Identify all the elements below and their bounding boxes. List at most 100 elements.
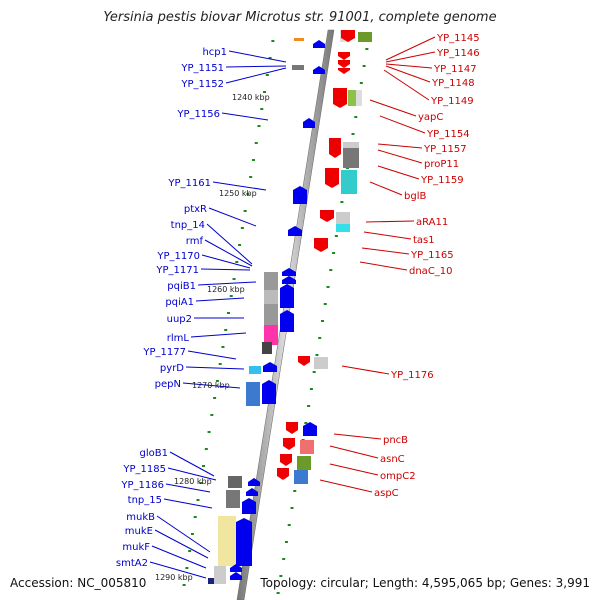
forward-gene-arrow xyxy=(246,488,258,496)
forward-gene-arrow xyxy=(230,572,242,580)
tick-mark xyxy=(188,550,192,552)
gene-label-tnp14[interactable]: tnp_14 xyxy=(171,220,205,231)
tick-mark xyxy=(238,244,242,246)
tick-mark xyxy=(251,159,255,161)
gene-label-pqib1[interactable]: pqiB1 xyxy=(167,281,196,292)
gene-label-yp1177[interactable]: YP_1177 xyxy=(142,347,186,358)
forward-gene-arrow xyxy=(242,498,256,514)
gene-label-pepn[interactable]: pepN xyxy=(155,379,181,390)
reverse-gene-arrow xyxy=(338,68,350,74)
scale-label-1270: 1270 kbp xyxy=(192,381,230,390)
gene-category-box xyxy=(343,142,359,168)
gene-category-box xyxy=(297,456,311,470)
tick-mark xyxy=(304,422,308,424)
gene-category-box xyxy=(343,142,359,148)
label-leader-left xyxy=(163,498,213,509)
label-leader-right xyxy=(319,479,373,493)
tick-mark xyxy=(354,116,358,118)
gene-label-pqia1[interactable]: pqiA1 xyxy=(165,297,194,308)
forward-gene-arrow xyxy=(230,564,242,572)
tick-mark xyxy=(207,431,211,433)
gene-label-yp1145[interactable]: YP_1145 xyxy=(436,33,480,44)
gene-label-yp1148[interactable]: YP_1148 xyxy=(431,78,475,89)
forward-gene-arrow xyxy=(313,40,325,48)
label-leader-left xyxy=(149,561,207,579)
gene-label-mukf[interactable]: mukF xyxy=(122,542,150,553)
tick-mark xyxy=(365,48,369,50)
gene-label-ompc2[interactable]: ompC2 xyxy=(380,471,416,482)
label-leader-right xyxy=(385,36,436,61)
gene-label-yp1185[interactable]: YP_1185 xyxy=(122,464,166,475)
forward-gene-arrow xyxy=(288,226,302,236)
gene-label-yp1186[interactable]: YP_1186 xyxy=(120,480,164,491)
gene-label-yp1159[interactable]: YP_1159 xyxy=(420,175,464,186)
gene-category-box xyxy=(314,357,328,369)
gene-label-aspc[interactable]: aspC xyxy=(374,488,399,499)
gene-label-rmf[interactable]: rmf xyxy=(186,236,204,247)
gene-category-box xyxy=(294,38,304,41)
label-leaders xyxy=(149,36,436,579)
gene-label-prop11[interactable]: proP11 xyxy=(424,159,459,170)
reverse-gene-arrow xyxy=(277,468,289,480)
gene-label-tnp15[interactable]: tnp_15 xyxy=(128,495,162,506)
gene-label-mukb[interactable]: mukB xyxy=(126,512,155,523)
tick-mark xyxy=(226,312,230,314)
tick-mark xyxy=(210,414,214,416)
gene-label-yp1154[interactable]: YP_1154 xyxy=(426,129,470,140)
label-leader-right xyxy=(377,143,423,149)
tick-mark xyxy=(287,524,291,526)
gene-label-pncb[interactable]: pncB xyxy=(383,435,408,446)
gene-category-box xyxy=(358,32,372,42)
tick-mark xyxy=(232,278,236,280)
tick-mark xyxy=(249,176,253,178)
gene-label-yp1146[interactable]: YP_1146 xyxy=(436,48,480,59)
gene-label-muke[interactable]: mukE xyxy=(125,526,153,537)
label-leader-right xyxy=(363,231,412,240)
gene-label-ptxr[interactable]: ptxR xyxy=(184,204,207,215)
forward-gene-arrow xyxy=(313,66,325,74)
label-leader-left xyxy=(165,483,211,493)
tick-mark xyxy=(199,482,203,484)
tick-mark xyxy=(229,295,233,297)
right-gene-labels: YP_1145 YP_1146 YP_1147 YP_1148 YP_1149 … xyxy=(374,33,480,499)
gene-label-yp1157[interactable]: YP_1157 xyxy=(423,144,467,155)
tick-mark xyxy=(320,320,324,322)
reverse-gene-arrow xyxy=(325,168,339,188)
tick-mark xyxy=(279,575,283,577)
gene-label-yp1165[interactable]: YP_1165 xyxy=(410,250,454,261)
gene-label-tas1[interactable]: tas1 xyxy=(413,235,435,246)
gene-label-bglb[interactable]: bglB xyxy=(404,191,426,202)
label-leader-left xyxy=(225,65,287,68)
gene-label-yp1156[interactable]: YP_1156 xyxy=(176,109,220,120)
gene-label-ara11[interactable]: aRA11 xyxy=(416,217,448,228)
label-leader-right xyxy=(377,149,423,164)
gene-category-box xyxy=(292,65,304,70)
reverse-gene-arrow xyxy=(338,60,350,68)
scale-label-1290: 1290 kbp xyxy=(155,573,193,582)
gene-label-yp1149[interactable]: YP_1149 xyxy=(430,96,474,107)
gene-label-uup2[interactable]: uup2 xyxy=(167,314,192,325)
label-leader-right xyxy=(329,445,379,459)
gene-label-yapc[interactable]: yapC xyxy=(418,112,443,123)
label-leader-left xyxy=(200,268,251,271)
gene-label-yp1170[interactable]: YP_1170 xyxy=(156,251,200,262)
gene-label-asnc[interactable]: asnC xyxy=(380,454,405,465)
gene-label-yp1147[interactable]: YP_1147 xyxy=(433,64,477,75)
gene-label-yp1171[interactable]: YP_1171 xyxy=(155,265,199,276)
gene-label-pyrd[interactable]: pyrD xyxy=(160,363,184,374)
gene-label-dnac10[interactable]: dnaC_10 xyxy=(409,266,453,277)
gene-label-hcp1[interactable]: hcp1 xyxy=(202,47,227,58)
gene-label-yp1151[interactable]: YP_1151 xyxy=(180,63,224,74)
gene-label-yp1152[interactable]: YP_1152 xyxy=(180,79,224,90)
tick-mark xyxy=(182,584,186,586)
gene-label-yp1161[interactable]: YP_1161 xyxy=(167,178,211,189)
gene-label-globl[interactable]: gloB1 xyxy=(140,448,168,459)
scale-label-1240: 1240 kbp xyxy=(232,93,270,102)
gene-label-smta2[interactable]: smtA2 xyxy=(116,558,148,569)
tick-mark xyxy=(196,499,200,501)
gene-label-yp1176[interactable]: YP_1176 xyxy=(390,370,434,381)
forward-gene-arrow xyxy=(262,380,276,404)
forward-gene-arrow xyxy=(236,518,252,566)
gene-label-rlml[interactable]: rlmL xyxy=(167,333,190,344)
label-leader-left xyxy=(201,254,251,269)
